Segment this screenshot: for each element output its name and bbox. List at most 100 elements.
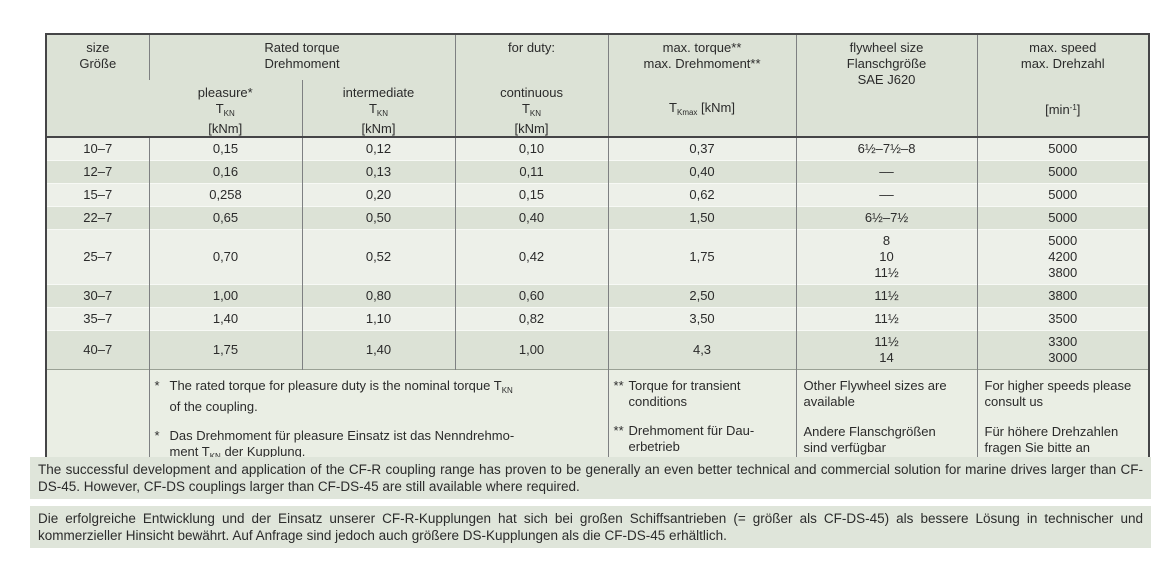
cell-continuous: 0,15 (454, 183, 609, 207)
cell-intermediate: 1,10 (301, 307, 456, 331)
table-row: 35–7 1,40 1,10 0,82 3,50 11½ 3500 (46, 307, 1150, 331)
footnote-rated-en: * The rated torque for pleasure duty is … (154, 378, 513, 414)
cell-flywheel: 8 10 11½ (795, 229, 978, 285)
cell-speed: 5000 (976, 206, 1150, 230)
cell-continuous: 0,40 (454, 206, 609, 230)
cell-speed: 3800 (976, 284, 1150, 308)
header-max-speed: max. speed max. Drehzahl [min-1] (976, 34, 1150, 138)
header-pleasure-tkn: TKN (215, 101, 235, 118)
header-tkmax-unit: TKmax [kNm] (669, 100, 735, 117)
header-intermediate-tkn: TKN (368, 101, 389, 118)
cell-continuous: 0,11 (454, 160, 609, 184)
cell-intermediate: 1,40 (301, 330, 456, 370)
cell-flywheel: 11½ (795, 284, 978, 308)
cell-pleasure: 0,65 (148, 206, 302, 230)
cell-speed: 3500 (976, 307, 1150, 331)
header-size: size Größe (46, 34, 149, 138)
header-pleasure-unit: [kNm] (208, 121, 243, 136)
cell-max-torque: 2,50 (607, 284, 797, 308)
footnote-flywheel-en: Other Flywheel sizes are available (803, 378, 947, 409)
cell-max-torque: 0,62 (607, 183, 797, 207)
header-continuous-tkn: TKN (521, 101, 542, 118)
header-max-torque-de: max. Drehmoment** (643, 56, 761, 71)
header-rated-torque: Rated torque Drehmoment (148, 34, 456, 80)
cell-intermediate: 0,50 (301, 206, 456, 230)
cell-speed: 5000 (976, 183, 1150, 207)
table-row: 30–7 1,00 0,80 0,60 2,50 11½ 3800 (46, 284, 1150, 308)
bottom-notes: The successful development and applicati… (30, 457, 1151, 555)
cell-pleasure: 1,40 (148, 307, 302, 331)
header-speed-unit: [min-1] (1045, 102, 1081, 117)
cell-max-torque: 4,3 (607, 330, 797, 370)
cell-intermediate: 0,52 (301, 229, 456, 285)
cell-continuous: 0,82 (454, 307, 609, 331)
cell-max-torque: 0,40 (607, 160, 797, 184)
table-row: 25–7 0,70 0,52 0,42 1,75 8 10 11½ 5000 4200 38… (46, 229, 1150, 285)
cell-speed: 5000 (976, 137, 1150, 161)
header-rated-de: Drehmoment (264, 56, 340, 71)
spec-table: size Größe Rated torque Drehmoment for d… (45, 33, 1151, 486)
cell-flywheel: 6½–7½ (795, 206, 978, 230)
footnote-speed-de: Für höhere Drehzahlen fragen Sie bitte a… (984, 424, 1119, 455)
table-body: 10–7 0,15 0,12 0,10 0,37 6½–7½–8 5000 12–7 0,16 0… (46, 137, 1150, 370)
header-intermediate: intermediate TKN [kNm] (301, 80, 456, 138)
cell-continuous: 0,60 (454, 284, 609, 308)
cell-intermediate: 0,13 (301, 160, 456, 184)
cell-speed: 3300 3000 (976, 330, 1150, 370)
footnote-rated-de: * Das Drehmoment für pleasure Einsatz is… (154, 428, 515, 461)
cell-size: 10–7 (46, 137, 149, 161)
cell-speed: 5000 4200 3800 (976, 229, 1150, 285)
cell-pleasure: 1,75 (148, 330, 302, 370)
cell-continuous: 1,00 (454, 330, 609, 370)
header-flywheel-de: Flanschgröße (846, 56, 927, 71)
header-speed-de: max. Drehzahl (1020, 56, 1105, 71)
table-row: 10–7 0,15 0,12 0,10 0,37 6½–7½–8 5000 (46, 137, 1150, 161)
notes-paragraph-de: Die erfolgreiche Entwicklung und der Ein… (30, 506, 1151, 548)
table-header: size Größe Rated torque Drehmoment for d… (46, 34, 1150, 138)
footnote-flywheel-de: Andere Flanschgrößen sind verfügbar (803, 424, 936, 455)
footnote-max-torque-de: ** Drehmoment für Dau- erbetrieb (613, 423, 755, 454)
cell-pleasure: 0,70 (148, 229, 302, 285)
cell-max-torque: 1,75 (607, 229, 797, 285)
header-max-torque: max. torque** max. Drehmoment** TKmax [k… (607, 34, 797, 138)
cell-max-torque: 1,50 (607, 206, 797, 230)
cell-pleasure: 0,258 (148, 183, 302, 207)
header-rated-en: Rated torque (264, 40, 340, 55)
cell-pleasure: 0,15 (148, 137, 302, 161)
footnote-speed-en: For higher speeds please consult us (984, 378, 1132, 409)
header-speed-en: max. speed (1029, 40, 1097, 55)
cell-max-torque: 0,37 (607, 137, 797, 161)
header-size-en: size (86, 40, 110, 55)
cell-size: 25–7 (46, 229, 149, 285)
cell-flywheel: 6½–7½–8 (795, 137, 978, 161)
cell-pleasure: 1,00 (148, 284, 302, 308)
cell-continuous: 0,42 (454, 229, 609, 285)
header-flywheel: flywheel size Flanschgröße SAE J620 (795, 34, 978, 138)
cell-speed: 5000 (976, 160, 1150, 184)
cell-flywheel: –– (795, 183, 978, 207)
cell-flywheel: 11½ 14 (795, 330, 978, 370)
header-flywheel-sae: SAE J620 (857, 72, 916, 87)
header-continuous-unit: [kNm] (514, 121, 549, 136)
cell-flywheel: –– (795, 160, 978, 184)
header-continuous: continuous TKN [kNm] (454, 80, 609, 138)
cell-pleasure: 0,16 (148, 160, 302, 184)
header-pleasure: pleasure* TKN [kNm] (149, 80, 302, 138)
table-row: 12–7 0,16 0,13 0,11 0,40 –– 5000 (46, 160, 1150, 184)
header-intermediate-unit: [kNm] (361, 121, 396, 136)
cell-size: 30–7 (46, 284, 149, 308)
table-row: 40–7 1,75 1,40 1,00 4,3 11½ 14 3300 3000 (46, 330, 1150, 370)
cell-intermediate: 0,12 (301, 137, 456, 161)
cell-intermediate: 0,20 (301, 183, 456, 207)
table-row: 22–7 0,65 0,50 0,40 1,50 6½–7½ 5000 (46, 206, 1150, 230)
header-flywheel-en: flywheel size (849, 40, 924, 55)
table-row: 15–7 0,258 0,20 0,15 0,62 –– 5000 (46, 183, 1150, 207)
cell-size: 40–7 (46, 330, 149, 370)
header-for-duty: for duty: (454, 34, 609, 80)
cell-max-torque: 3,50 (607, 307, 797, 331)
notes-paragraph-en: The successful development and applicati… (30, 457, 1151, 499)
cell-intermediate: 0,80 (301, 284, 456, 308)
cell-size: 15–7 (46, 183, 149, 207)
cell-flywheel: 11½ (795, 307, 978, 331)
